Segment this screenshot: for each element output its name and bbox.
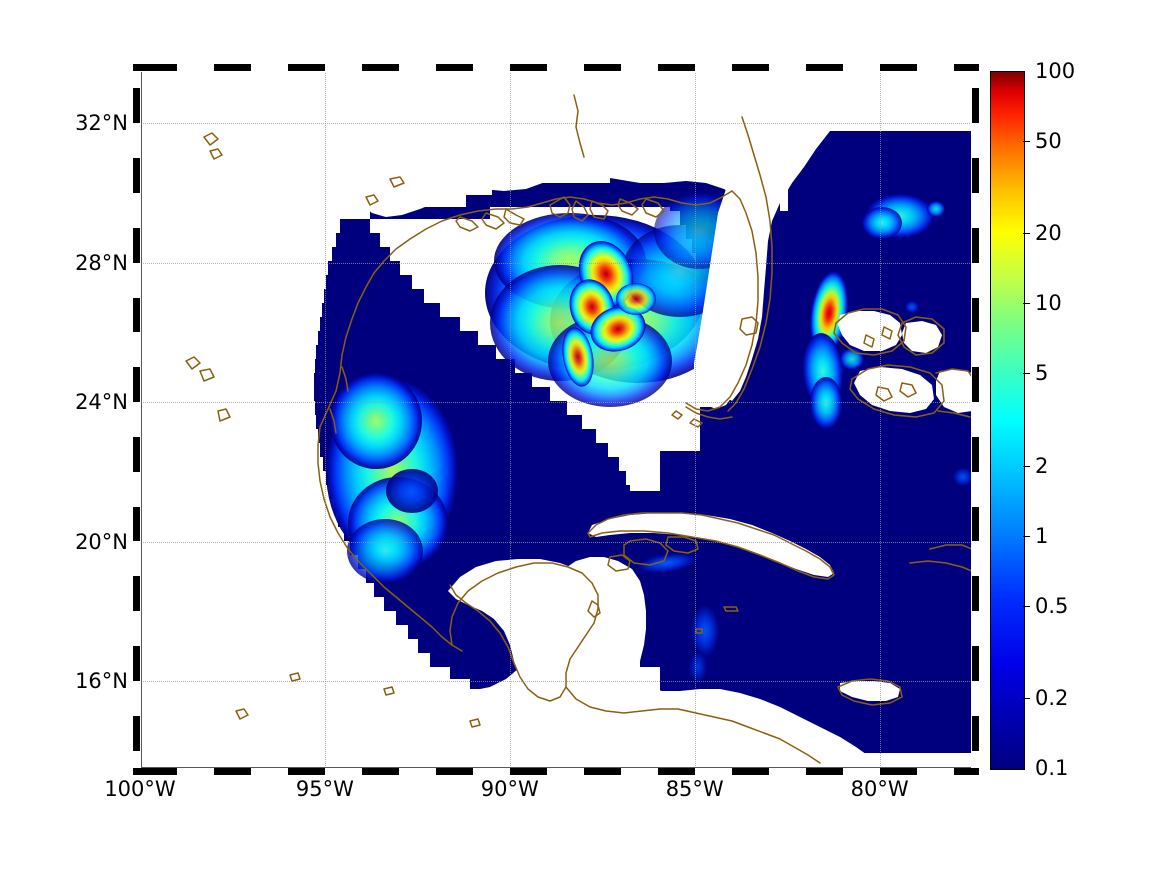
colorbar-tick-0-2	[1023, 698, 1030, 700]
frame-checker-bottom	[953, 768, 979, 775]
colorbar-gradient	[991, 72, 1024, 769]
frame-checker-left	[133, 715, 140, 751]
frame-checker-bottom	[213, 768, 251, 775]
frame-checker-left	[133, 576, 140, 612]
map-frame-bottom	[134, 768, 978, 775]
xtick-label-80w: 80°W	[850, 777, 909, 801]
frame-checker-bottom	[287, 768, 325, 775]
frame-checker-right	[972, 646, 979, 681]
colorbar-label-10: 10	[1035, 291, 1062, 316]
frame-checker-top	[583, 64, 621, 71]
ytick-label-20n: 20°N	[75, 529, 128, 554]
frame-checker-bottom	[657, 768, 695, 775]
ytick-label-16n: 16°N	[75, 668, 128, 693]
colorbar-tick-2	[1023, 465, 1030, 467]
frame-checker-top	[140, 64, 177, 71]
frame-checker-bottom	[731, 768, 769, 775]
map-frame-left	[134, 65, 141, 775]
frame-checker-bottom	[805, 768, 843, 775]
frame-checker-right	[972, 227, 979, 263]
frame-checker-top	[361, 64, 399, 71]
xtick-label-100w: 100°W	[104, 777, 176, 801]
frame-checker-right	[972, 158, 979, 193]
colorbar-label-0-5: 0.5	[1035, 593, 1069, 618]
ytick-label-32n: 32°N	[75, 111, 128, 136]
frame-checker-left	[133, 88, 140, 124]
chlorophyll-raster	[140, 71, 972, 768]
frame-checker-left	[133, 506, 140, 542]
colorbar-tick-5	[1023, 373, 1030, 375]
xtick-label-95w: 95°W	[295, 777, 354, 801]
colorbar-label-0-2: 0.2	[1035, 686, 1069, 711]
frame-checker-bottom	[361, 768, 399, 775]
frame-checker-top	[213, 64, 251, 71]
colorbar[interactable]	[990, 71, 1025, 770]
frame-checker-top	[287, 64, 325, 71]
frame-checker-right	[972, 436, 979, 472]
frame-checker-top	[657, 64, 695, 71]
frame-checker-left	[133, 367, 140, 403]
frame-checker-right	[972, 715, 979, 751]
map-raster-clip	[140, 71, 972, 768]
frame-checker-left	[133, 227, 140, 263]
frame-checker-right	[972, 367, 979, 403]
frame-corner-tl	[133, 64, 140, 71]
frame-checker-right	[972, 576, 979, 612]
ytick-label-28n: 28°N	[75, 250, 128, 275]
frame-checker-left	[133, 297, 140, 333]
frame-checker-top	[879, 64, 917, 71]
colorbar-label-50: 50	[1035, 128, 1062, 153]
colorbar-tick-1	[1023, 535, 1030, 537]
frame-checker-top	[731, 64, 769, 71]
frame-checker-right	[972, 297, 979, 333]
frame-corner-bl	[133, 768, 140, 775]
frame-checker-bottom	[583, 768, 621, 775]
frame-checker-left	[133, 158, 140, 193]
frame-checker-right	[972, 506, 979, 542]
map-frame-top	[134, 65, 978, 72]
colorbar-label-2: 2	[1035, 453, 1049, 478]
axis-spine-bottom	[140, 767, 973, 769]
colorbar-tick-20	[1023, 233, 1030, 235]
frame-checker-right	[972, 88, 979, 124]
frame-checker-bottom	[140, 768, 177, 775]
colorbar-label-20: 20	[1035, 221, 1062, 246]
colorbar-label-1: 1	[1035, 523, 1049, 548]
frame-checker-bottom	[509, 768, 547, 775]
frame-checker-left	[133, 646, 140, 681]
frame-checker-top	[509, 64, 547, 71]
xtick-label-85w: 85°W	[665, 777, 724, 801]
frame-checker-top	[805, 64, 843, 71]
frame-checker-top	[953, 64, 979, 71]
colorbar-tick-0-5	[1023, 605, 1030, 607]
ytick-label-24n: 24°N	[75, 390, 128, 415]
frame-checker-bottom	[435, 768, 473, 775]
colorbar-tick-10	[1023, 303, 1030, 305]
xtick-label-90w: 90°W	[480, 777, 539, 801]
map-frame-right	[971, 65, 978, 775]
frame-checker-left	[133, 436, 140, 472]
map-axes[interactable]	[140, 71, 972, 768]
colorbar-label-0-1: 0.1	[1035, 756, 1069, 780]
frame-checker-top	[435, 64, 473, 71]
frame-checker-bottom	[879, 768, 917, 775]
colorbar-label-100: 100	[1035, 59, 1076, 83]
coastlines	[185, 94, 972, 764]
colorbar-label-5: 5	[1035, 361, 1049, 386]
bloom-features	[326, 193, 972, 683]
colorbar-tick-50	[1023, 140, 1030, 142]
